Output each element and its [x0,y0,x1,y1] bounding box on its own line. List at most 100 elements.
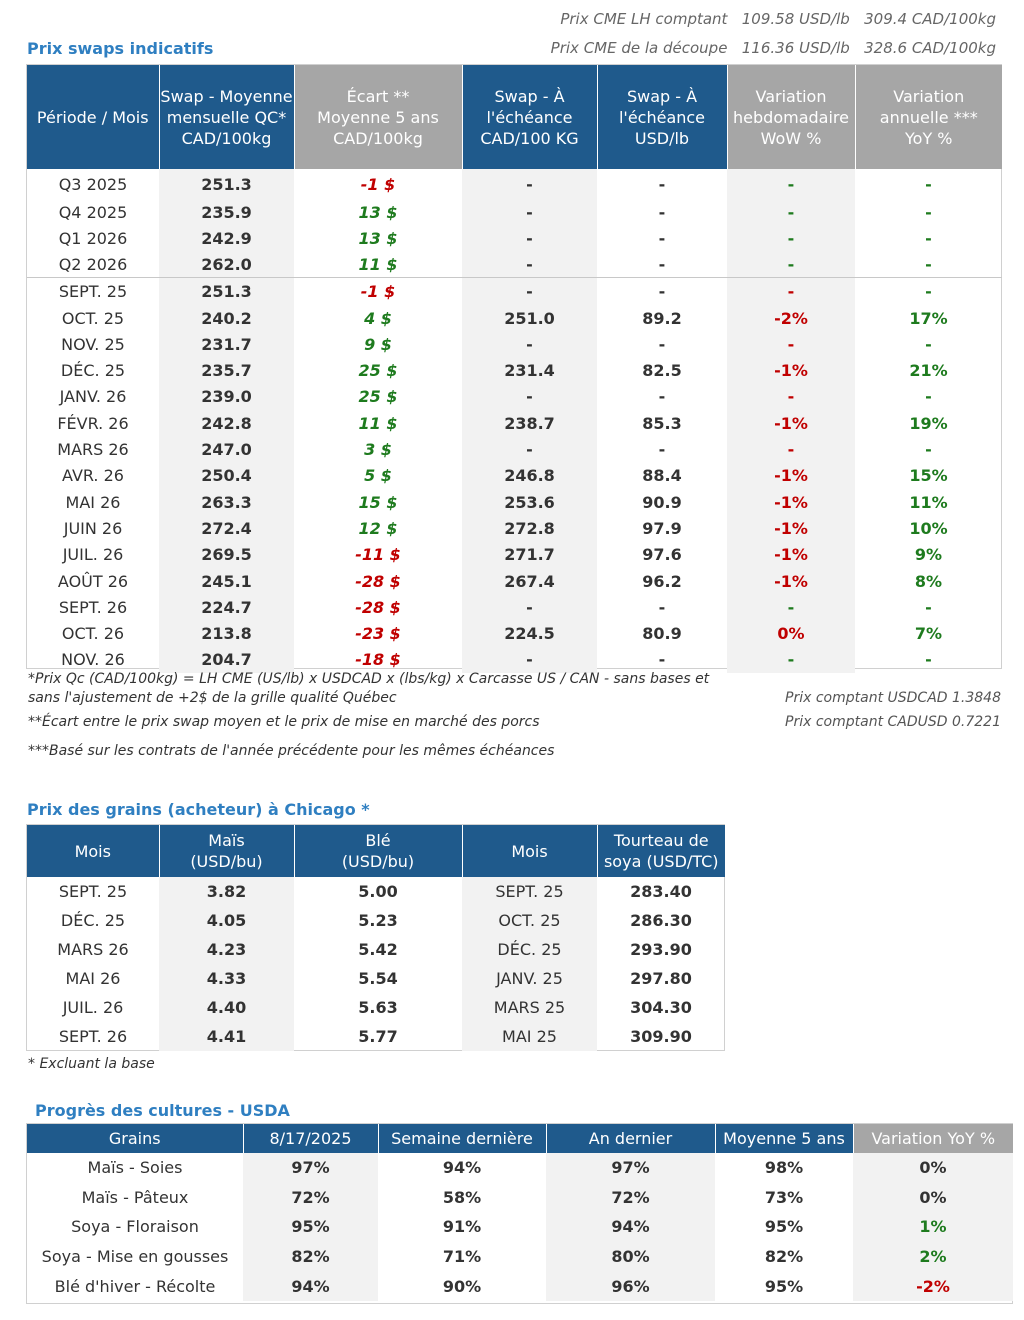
swap-monthly-cell: 245.1 [159,567,294,595]
table-row: FÉVR. 26 242.8 11 $ 238.7 85.3 -1% 19% [27,410,1002,437]
crop-last-week-cell: 94% [442,1158,482,1178]
crop-name-cell: Maïs - Pâteux [81,1187,189,1207]
wow-cell: - [727,594,855,621]
fx-cadusd: Prix comptant CADUSD 0.7221 [785,714,1001,730]
crop-last-year-cell: 96% [546,1271,715,1301]
wow-cell: - [727,251,855,278]
swaps-header-wow: Variation hebdomadaire WoW % [727,65,856,169]
period-cell: JUIL. 26 [62,545,124,565]
period-cell: JANV. 26 [59,387,127,407]
swap-monthly-cell: 239.0 [159,383,294,411]
cme-cut-cad: 328.6 CAD/100kg [864,39,996,57]
maturity-cad-cell: - [462,277,597,305]
maturity-usd-cell: 89.2 [642,308,682,328]
grains-header-corn: Maïs (USD/bu) [159,825,295,877]
table-row: Soya - Floraison 95% 91% 94% 95% 1% [27,1212,1013,1242]
maturity-cad-cell: - [462,169,597,199]
crop-last-year-cell: 97% [546,1153,715,1183]
period-cell: FÉVR. 26 [57,413,129,433]
grains-header-soymeal: Tourteau de soya (USD/TC) [597,825,725,877]
maturity-cad-cell: 271.7 [462,541,597,568]
maturity-usd-cell: 85.3 [642,413,682,433]
corn-price-cell: 4.33 [159,964,294,993]
crops-header-date: 8/17/2025 [243,1124,379,1153]
swap-monthly-cell: 251.3 [159,277,294,305]
soymeal-price-cell: 297.80 [630,969,692,988]
period-cell: Q3 2025 [58,174,128,194]
cme-cut-label: Prix CME de la découpe [550,39,728,57]
crops-header-last-week: Semaine dernière [378,1124,547,1153]
table-row: MARS 26 4.23 5.42 DÉC. 25 293.90 [27,935,725,964]
yoy-cell: 21% [909,361,948,381]
maturity-usd-cell: 90.9 [642,492,682,512]
maturity-usd-cell: - [658,387,666,407]
wow-cell: -1% [727,567,855,595]
corn-price-cell: 4.41 [159,1022,294,1051]
swap-monthly-cell: 262.0 [159,251,294,278]
yoy-cell: 15% [909,466,948,486]
cme-lh-label: Prix CME LH comptant [560,10,728,28]
wow-cell: -1% [727,410,855,437]
period-cell: MAI 26 [65,492,121,512]
crop-current-cell: 94% [243,1271,378,1301]
crop-yoy-cell: -2% [853,1271,1013,1301]
swap-monthly-cell: 240.2 [159,304,294,332]
wow-cell: -2% [727,304,855,332]
yoy-cell: - [925,597,932,617]
spread-cell: 25 $ [358,387,398,407]
grains-header-month-2: Mois [462,825,598,877]
wow-cell: 0% [727,620,855,647]
yoy-cell: - [855,277,1002,305]
spread-cell: 25 $ [358,361,398,381]
table-row: JANV. 26 239.0 25 $ - - - - [27,383,1002,411]
wow-cell: -1% [727,541,855,568]
wow-cell: - [727,199,855,226]
wow-cell: - [727,383,855,411]
swap-monthly-cell: 204.7 [159,646,294,674]
yoy-cell: - [925,650,932,670]
spread-cell: -18 $ [355,650,401,670]
spread-cell: 11 $ [358,413,398,433]
maturity-cad-cell: - [462,225,597,252]
crops-header-5yr-avg: Moyenne 5 ans [715,1124,854,1153]
table-row: OCT. 26 213.8 -23 $ 224.5 80.9 0% 7% [27,620,1002,647]
period-cell: SEPT. 26 [58,597,128,617]
wow-cell: -1% [727,515,855,542]
crop-yoy-cell: 2% [853,1241,1013,1272]
period-cell: AVR. 26 [62,466,124,486]
soymeal-month-cell: JANV. 25 [462,964,597,993]
spread-cell: 3 $ [364,440,392,460]
wow-cell: - [727,436,855,463]
soymeal-month-cell: DÉC. 25 [462,935,597,964]
maturity-cad-cell: - [462,251,597,278]
grains-table-frame [26,824,725,1051]
crop-last-week-cell: 58% [442,1187,482,1207]
spread-cell: -23 $ [355,624,401,644]
grain-month-cell: SEPT. 25 [58,882,128,901]
spread-cell: 13 $ [358,202,398,222]
yoy-cell: 7% [914,624,943,644]
swap-monthly-cell: 224.7 [159,594,294,621]
grain-month-cell: SEPT. 26 [58,1027,128,1046]
soymeal-month-cell: SEPT. 25 [462,877,597,906]
spread-cell: 5 $ [364,466,392,486]
grain-month-cell: MARS 26 [57,940,129,959]
period-cell: SEPT. 25 [27,277,159,305]
spread-cell: -1 $ [294,277,462,305]
swaps-table: Période / Mois Swap - Moyenne mensuelle Q… [27,65,1002,674]
swap-monthly-cell: 269.5 [159,541,294,568]
maturity-cad-cell: 231.4 [462,357,597,384]
table-row: OCT. 25 240.2 4 $ 251.0 89.2 -2% 17% [27,304,1002,332]
maturity-usd-cell: - [597,277,727,305]
table-row: JUIN 26 272.4 12 $ 272.8 97.9 -1% 10% [27,515,1002,542]
maturity-cad-cell: - [462,199,597,226]
yoy-cell: - [925,387,932,407]
yoy-cell: - [925,174,932,194]
swaps-header-monthly: Swap - Moyenne mensuelle QC* CAD/100kg [159,65,295,169]
maturity-cad-cell: 238.7 [462,410,597,437]
wheat-price-cell: 5.77 [358,1027,398,1046]
swaps-note-1a: *Prix Qc (CAD/100kg) = LH CME (US/lb) x … [28,671,710,687]
grains-header-wheat: Blé (USD/bu) [294,825,463,877]
yoy-cell: 11% [909,492,948,512]
soymeal-month-cell: MAI 25 [462,1022,597,1051]
